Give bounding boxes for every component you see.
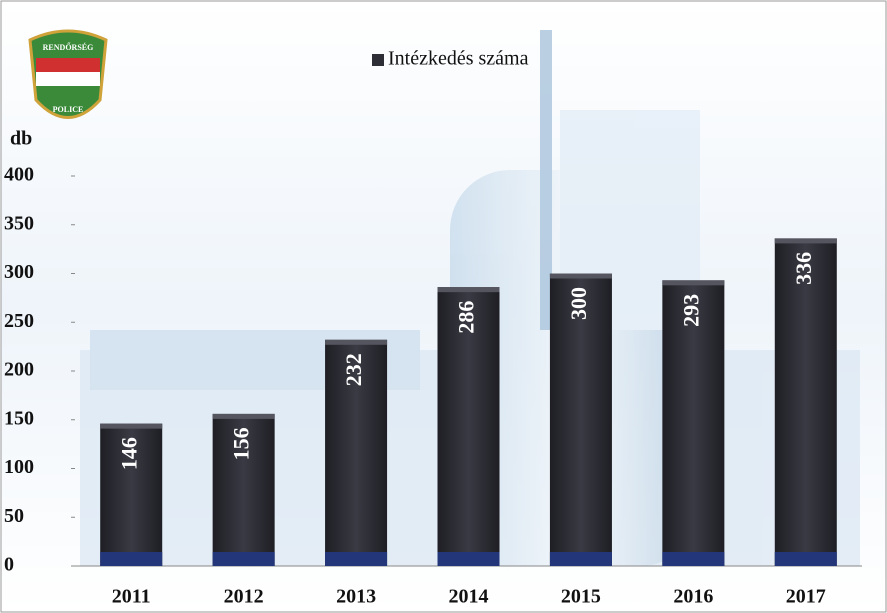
y-tick-label: 50 (4, 505, 24, 527)
legend-label: Intézkedés száma (388, 48, 529, 70)
y-tick-label: 0 (4, 554, 14, 576)
x-tick-label: 2011 (112, 586, 151, 608)
logo: RENDŐRSÉG POLICE (30, 31, 106, 118)
bar-top (662, 280, 724, 285)
bar-top (213, 414, 275, 419)
bar-top (775, 238, 837, 243)
bar-base (438, 552, 500, 566)
bar-base (775, 552, 837, 566)
y-tick-label: 400 (4, 164, 34, 186)
bar-base (100, 552, 162, 566)
y-tick-label: 200 (4, 359, 34, 381)
y-tick-label: 250 (4, 310, 34, 332)
y-tick-label: 100 (4, 456, 34, 478)
y-tick-label: 300 (4, 261, 34, 283)
bar (775, 238, 837, 566)
value-label: 300 (566, 287, 591, 320)
x-tick-label: 2012 (224, 586, 264, 608)
value-label: 146 (116, 437, 141, 470)
logo-text: POLICE (53, 105, 84, 114)
x-tick-label: 2017 (786, 586, 826, 608)
bar-base (662, 552, 724, 566)
bar-base (325, 552, 387, 566)
value-label: 156 (229, 427, 254, 460)
y-axis-label: db (10, 128, 32, 150)
bar-base (213, 552, 275, 566)
logo-text: RENDŐRSÉG (43, 42, 94, 52)
chart: RENDŐRSÉG POLICE db Intézkedés száma 0 50… (0, 0, 887, 613)
legend-swatch (372, 54, 384, 66)
x-tick-label: 2013 (336, 586, 376, 608)
x-tick-label: 2015 (561, 586, 601, 608)
bar-top (100, 424, 162, 429)
value-label: 232 (341, 353, 366, 386)
y-tick-label: 150 (4, 407, 34, 429)
x-tick-label: 2016 (673, 586, 713, 608)
bar-base (550, 552, 612, 566)
value-label: 336 (791, 252, 816, 285)
value-label: 286 (454, 301, 479, 334)
x-tick-label: 2014 (449, 586, 489, 608)
bar-top (438, 287, 500, 292)
y-tick-label: 350 (4, 212, 34, 234)
value-label: 293 (678, 294, 703, 327)
bar-top (325, 340, 387, 345)
bar-top (550, 274, 612, 279)
